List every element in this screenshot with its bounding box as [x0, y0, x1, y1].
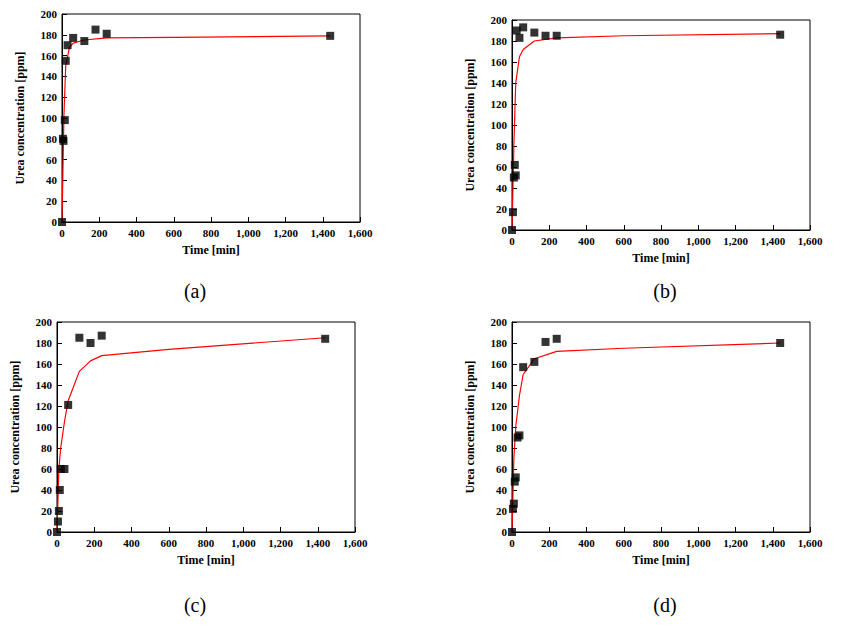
svg-text:600: 600 [166, 227, 183, 239]
svg-text:20: 20 [46, 195, 58, 207]
svg-text:100: 100 [41, 112, 58, 124]
svg-text:1,400: 1,400 [760, 235, 785, 247]
svg-text:Urea concentration [ppm]: Urea concentration [ppm] [463, 58, 477, 191]
svg-text:(b): (b) [653, 280, 676, 303]
svg-text:80: 80 [496, 442, 508, 454]
svg-text:160: 160 [491, 358, 508, 370]
svg-text:1,600: 1,600 [343, 537, 368, 549]
svg-text:1,000: 1,000 [236, 227, 261, 239]
svg-text:40: 40 [41, 484, 53, 496]
svg-text:120: 120 [36, 400, 53, 412]
svg-text:600: 600 [616, 537, 633, 549]
svg-text:Urea concentration [ppm]: Urea concentration [ppm] [463, 360, 477, 493]
svg-text:40: 40 [496, 484, 508, 496]
svg-text:200: 200 [41, 8, 58, 20]
svg-text:200: 200 [541, 235, 558, 247]
svg-text:140: 140 [491, 77, 508, 89]
svg-text:600: 600 [616, 235, 633, 247]
svg-text:1,600: 1,600 [798, 235, 823, 247]
svg-text:0: 0 [59, 227, 65, 239]
svg-text:1,000: 1,000 [231, 537, 256, 549]
svg-text:160: 160 [491, 56, 508, 68]
svg-text:0: 0 [502, 224, 508, 236]
svg-text:180: 180 [36, 337, 53, 349]
svg-text:200: 200 [36, 316, 53, 328]
svg-text:140: 140 [36, 379, 53, 391]
svg-text:0: 0 [54, 537, 60, 549]
svg-text:100: 100 [491, 421, 508, 433]
svg-text:200: 200 [86, 537, 103, 549]
svg-text:200: 200 [491, 14, 508, 26]
svg-text:120: 120 [491, 400, 508, 412]
svg-text:140: 140 [491, 379, 508, 391]
svg-text:60: 60 [496, 161, 508, 173]
svg-text:1,000: 1,000 [686, 235, 711, 247]
svg-text:1,600: 1,600 [348, 227, 373, 239]
svg-text:200: 200 [541, 537, 558, 549]
svg-text:180: 180 [491, 35, 508, 47]
svg-text:40: 40 [46, 174, 58, 186]
svg-text:1,200: 1,200 [723, 537, 748, 549]
svg-text:0: 0 [52, 216, 58, 228]
svg-text:1,400: 1,400 [760, 537, 785, 549]
svg-text:100: 100 [36, 421, 53, 433]
svg-text:1,200: 1,200 [273, 227, 298, 239]
svg-text:180: 180 [41, 29, 58, 41]
svg-text:800: 800 [653, 537, 670, 549]
svg-text:60: 60 [496, 463, 508, 475]
svg-text:800: 800 [198, 537, 215, 549]
svg-text:Time [min]: Time [min] [182, 243, 239, 257]
svg-text:60: 60 [41, 463, 53, 475]
svg-text:80: 80 [496, 140, 508, 152]
svg-text:Urea concentration [ppm]: Urea concentration [ppm] [8, 360, 22, 493]
svg-text:200: 200 [491, 316, 508, 328]
svg-text:20: 20 [496, 505, 508, 517]
svg-text:0: 0 [509, 235, 515, 247]
svg-text:400: 400 [578, 235, 595, 247]
svg-text:0: 0 [502, 526, 508, 538]
svg-text:400: 400 [123, 537, 140, 549]
svg-text:(a): (a) [184, 280, 206, 303]
svg-text:180: 180 [491, 337, 508, 349]
svg-text:120: 120 [491, 98, 508, 110]
svg-text:0: 0 [509, 537, 515, 549]
svg-text:800: 800 [653, 235, 670, 247]
svg-text:20: 20 [41, 505, 53, 517]
svg-text:160: 160 [36, 358, 53, 370]
svg-text:60: 60 [46, 154, 58, 166]
svg-text:120: 120 [41, 91, 58, 103]
svg-text:1,200: 1,200 [268, 537, 293, 549]
svg-text:1,000: 1,000 [686, 537, 711, 549]
svg-text:Time [min]: Time [min] [632, 553, 689, 567]
svg-text:140: 140 [41, 70, 58, 82]
svg-text:400: 400 [578, 537, 595, 549]
svg-text:(d): (d) [653, 594, 676, 617]
svg-text:80: 80 [46, 133, 58, 145]
svg-text:1,400: 1,400 [305, 537, 330, 549]
svg-text:40: 40 [496, 182, 508, 194]
svg-text:(c): (c) [184, 594, 206, 617]
svg-text:1,400: 1,400 [310, 227, 335, 239]
svg-text:Urea concentration [ppm]: Urea concentration [ppm] [13, 51, 27, 184]
svg-text:Time [min]: Time [min] [632, 251, 689, 265]
svg-text:160: 160 [41, 50, 58, 62]
svg-text:200: 200 [91, 227, 108, 239]
svg-text:800: 800 [203, 227, 220, 239]
svg-text:0: 0 [47, 526, 53, 538]
svg-text:1,200: 1,200 [723, 235, 748, 247]
svg-text:20: 20 [496, 203, 508, 215]
svg-text:Time [min]: Time [min] [177, 553, 234, 567]
svg-text:600: 600 [161, 537, 178, 549]
svg-text:400: 400 [128, 227, 145, 239]
svg-text:100: 100 [491, 119, 508, 131]
svg-text:1,600: 1,600 [798, 537, 823, 549]
svg-text:80: 80 [41, 442, 53, 454]
